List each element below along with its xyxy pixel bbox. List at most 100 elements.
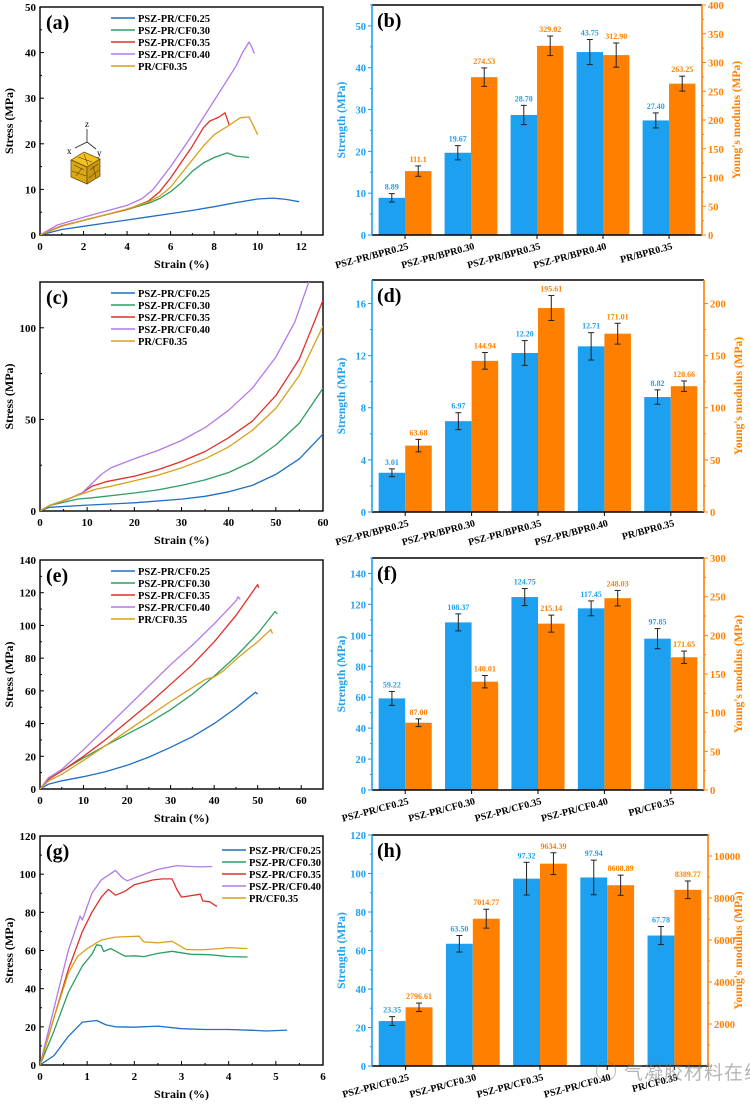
x-tick-label: 60	[296, 795, 308, 807]
right-y-tick-label: 300	[710, 554, 726, 565]
data-label-strength: 27.40	[647, 102, 665, 111]
right-y-axis-label: Young's modulus (MPa)	[733, 615, 745, 733]
x-category-label: PSZ-PR/BPR0.35	[466, 241, 542, 271]
data-label-modulus: 312.90	[605, 32, 627, 41]
data-label-modulus: 2796.61	[406, 992, 432, 1001]
left-y-tick-label: 30	[356, 106, 367, 117]
series-line-4	[40, 596, 241, 789]
left-y-tick-label: 40	[356, 724, 367, 735]
bar-strength	[445, 943, 473, 1066]
x-category-label: PR/BPR0.35	[621, 518, 676, 543]
series-line-2	[40, 944, 248, 1065]
bar-strength	[580, 877, 608, 1066]
panel-d: 3.01 63.68 PSZ-PR/BPR0.25 6.97 144.94 PSZ-PR/…	[334, 279, 745, 548]
data-label-modulus: 329.02	[539, 25, 561, 34]
x-category-label: PSZ-PR/BPR0.40	[534, 518, 610, 548]
x-tick-label: 10	[78, 795, 90, 807]
bar-strength	[644, 397, 671, 512]
y-tick-label: 20	[25, 1022, 37, 1034]
x-axis-arrow	[74, 141, 88, 149]
right-y-axis-label: Young's modulus (MPa)	[733, 891, 745, 1009]
x-category-label: PSZ-PR/CF0.25	[341, 796, 410, 824]
left-y-tick-label: 60	[356, 947, 367, 958]
x-tick-label: 50	[270, 517, 282, 529]
y-axis-label: Stress (MPa)	[2, 641, 16, 707]
right-y-tick-label: 100	[710, 404, 726, 415]
x-category-label: PSZ-PR/CF0.35	[476, 1072, 545, 1100]
left-y-tick-label: 16	[356, 299, 367, 310]
left-y-tick-label: 40	[356, 64, 367, 75]
inset-axes-cube: z x y	[67, 119, 102, 185]
y-tick-label: 30	[25, 93, 37, 105]
y-axis-arrow	[86, 141, 97, 150]
x-category-label: PSZ-PR/CF0.30	[407, 796, 476, 824]
data-label-strength: 23.35	[383, 1006, 401, 1015]
bar-modulus	[540, 863, 567, 1066]
x-tick-label: 12	[296, 241, 308, 253]
series-line-1	[40, 1019, 288, 1065]
series-line-5	[40, 116, 259, 235]
x-tick-label: 0	[37, 517, 43, 529]
x-tick-label: 2	[81, 241, 87, 253]
legend-label: PR/CF0.35	[138, 62, 187, 73]
data-label-modulus: 195.61	[540, 285, 562, 294]
bar-strength	[576, 52, 603, 235]
legend-label: PR/CF0.35	[138, 337, 187, 348]
left-y-tick-label: 12	[356, 352, 367, 363]
right-y-tick-label: 50	[708, 202, 719, 213]
left-y-tick-label: 80	[356, 908, 367, 919]
panel-label: (d)	[377, 285, 401, 307]
y-tick-label: 40	[25, 984, 37, 996]
panel-f: 59.22 87.00 PSZ-PR/CF0.25 108.37 140.01 PSZ-P…	[336, 554, 745, 825]
right-y-tick-label: 250	[708, 87, 724, 98]
bar-modulus	[405, 171, 432, 235]
series-line-5	[40, 325, 323, 511]
data-label-strength: 59.22	[383, 680, 401, 689]
data-label-strength: 8.89	[385, 183, 399, 192]
y-tick-label: 80	[25, 907, 37, 919]
data-label-modulus: 63.68	[409, 428, 427, 437]
right-y-tick-label: 10000	[714, 852, 740, 863]
left-y-tick-label: 4	[361, 456, 367, 467]
series-line-4	[40, 41, 256, 235]
data-label-strength: 19.67	[449, 135, 467, 144]
x-category-label: PSZ-PR/BPR0.30	[400, 241, 476, 271]
legend-label: PSZ-PR/CF0.40	[138, 325, 210, 336]
y-tick-label: 0	[31, 784, 37, 796]
y-tick-label: 100	[20, 620, 37, 632]
left-y-tick-label: 120	[350, 831, 366, 842]
bar-strength	[642, 120, 669, 235]
panel-label: (c)	[46, 287, 68, 309]
y-tick-label: 60	[25, 946, 37, 958]
left-y-tick-label: 120	[350, 600, 366, 611]
bar-strength	[445, 421, 472, 512]
panel-a: 0 2 4 6 8 10 12 0 10 20 30 40 50 Strain (%) Stress (MP…	[2, 2, 324, 271]
watermark: 气凝胶材料在线	[596, 1058, 750, 1085]
legend-label: PSZ-PR/CF0.25	[138, 14, 210, 25]
right-y-tick-label: 4000	[714, 978, 735, 989]
legend-label: PSZ-PR/CF0.25	[138, 289, 210, 300]
y-tick-label: 10	[25, 184, 37, 196]
left-y-tick-label: 20	[356, 147, 367, 158]
y-tick-label: 50	[25, 414, 37, 426]
legend-label: PSZ-PR/CF0.35	[249, 870, 321, 881]
right-y-tick-label: 100	[710, 709, 726, 720]
left-y-tick-label: 60	[356, 693, 367, 704]
x-axis-label: Strain (%)	[154, 533, 209, 547]
y-tick-label: 80	[25, 653, 37, 665]
legend-label: PR/CF0.35	[138, 615, 187, 626]
data-label-modulus: 274.53	[473, 57, 495, 66]
y-tick-label: 40	[25, 719, 37, 731]
data-label-modulus: 140.01	[474, 665, 496, 674]
bar-modulus	[538, 308, 565, 512]
legend-label: PSZ-PR/CF0.25	[138, 567, 210, 578]
right-y-tick-label: 150	[710, 352, 726, 363]
data-label-strength: 97.94	[585, 849, 603, 858]
cube-right-face	[86, 158, 101, 185]
y-tick-label: 0	[31, 1060, 37, 1072]
x-tick-label: 6	[168, 241, 174, 253]
right-y-axis-label: Young's modulus (MPa)	[731, 61, 743, 179]
x-tick-label: 4	[226, 1071, 232, 1083]
x-tick-label: 0	[37, 1071, 43, 1083]
